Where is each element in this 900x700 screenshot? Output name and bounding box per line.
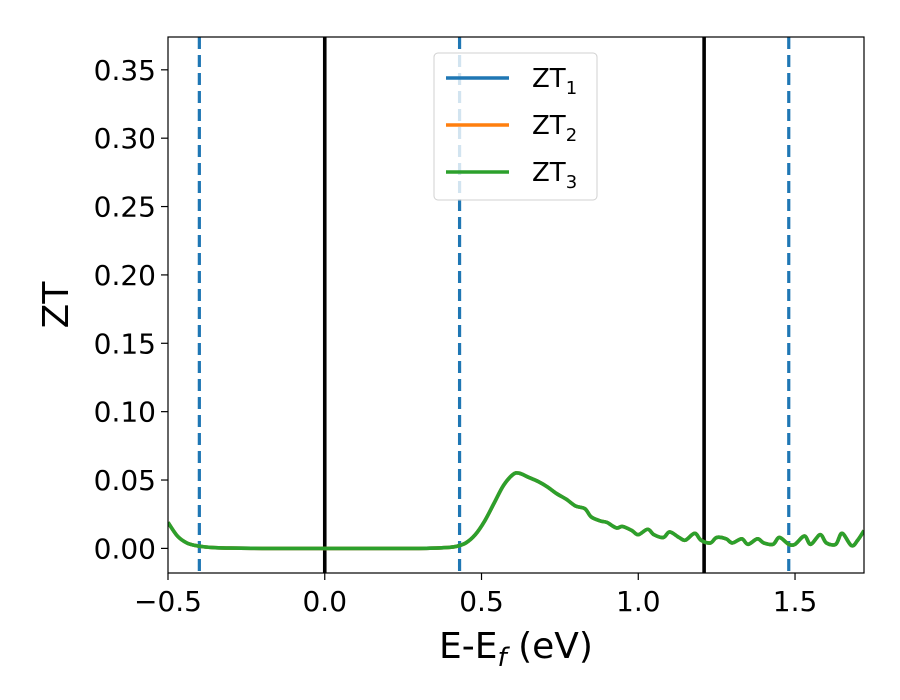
plot-area-frame: [167, 36, 865, 574]
legend-label: ZT1: [532, 64, 577, 99]
legend-item-zt2: ZT2: [446, 111, 577, 146]
y-tick-label: 0.30: [94, 122, 156, 155]
x-tick-label: 0.0: [302, 585, 347, 618]
series-layer: [168, 471, 864, 551]
x-tick-label: 1.5: [773, 585, 818, 618]
x-tick-label: −0.5: [134, 585, 202, 618]
y-tick-label: 0.20: [94, 259, 156, 292]
y-axis-ticks: 0.00 0.05 0.10 0.15 0.20 0.25 0.30 0.35: [94, 54, 168, 565]
y-tick-label: 0.00: [94, 532, 156, 565]
legend-label: ZT2: [532, 111, 577, 146]
legend-box: [433, 52, 598, 201]
legend-item-zt1: ZT1: [446, 64, 577, 99]
series-line-zt3: [168, 471, 864, 551]
series-line-zt2: [168, 471, 864, 551]
series-line-zt1: [168, 471, 864, 551]
x-axis-ticks: −0.5 0.0 0.5 1.0 1.5: [134, 573, 817, 618]
y-tick-label: 0.25: [94, 191, 156, 224]
legend-item-zt3: ZT3: [446, 158, 577, 193]
vertical-reference-lines: [197, 37, 791, 573]
x-axis-title: E-Ef (eV): [439, 626, 593, 673]
y-axis-title: ZT: [36, 281, 77, 329]
y-tick-label: 0.35: [94, 54, 156, 87]
legend: ZT1 ZT2 ZT3: [433, 52, 598, 201]
y-tick-label: 0.10: [94, 396, 156, 429]
x-axis-title-main: E-E: [439, 626, 497, 667]
x-tick-label: 0.5: [459, 585, 504, 618]
x-tick-label: 1.0: [616, 585, 661, 618]
y-tick-label: 0.15: [94, 327, 156, 360]
y-tick-label: 0.05: [94, 464, 156, 497]
legend-label: ZT3: [532, 158, 577, 193]
x-axis-title-unit: (eV): [507, 626, 593, 667]
